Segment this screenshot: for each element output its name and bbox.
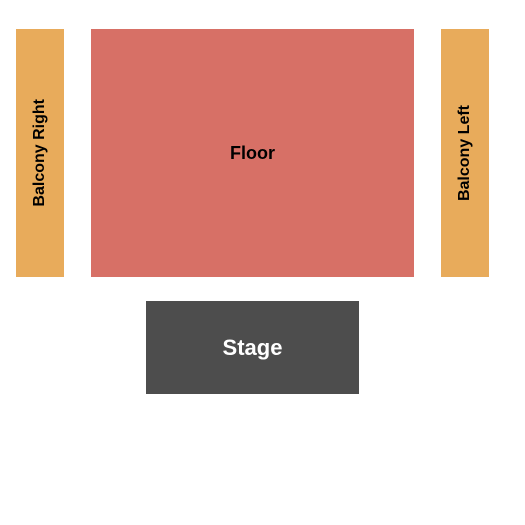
stage-label: Stage [223, 335, 283, 361]
seating-chart: Balcony Right Floor Balcony Left Stage [0, 0, 525, 525]
balcony-right-label: Balcony Right [31, 99, 49, 207]
balcony-left-label: Balcony Left [456, 105, 474, 201]
floor-section[interactable]: Floor [90, 28, 415, 278]
balcony-left-section[interactable]: Balcony Left [440, 28, 490, 278]
stage-section: Stage [145, 300, 360, 395]
floor-label: Floor [230, 143, 275, 164]
balcony-right-section[interactable]: Balcony Right [15, 28, 65, 278]
